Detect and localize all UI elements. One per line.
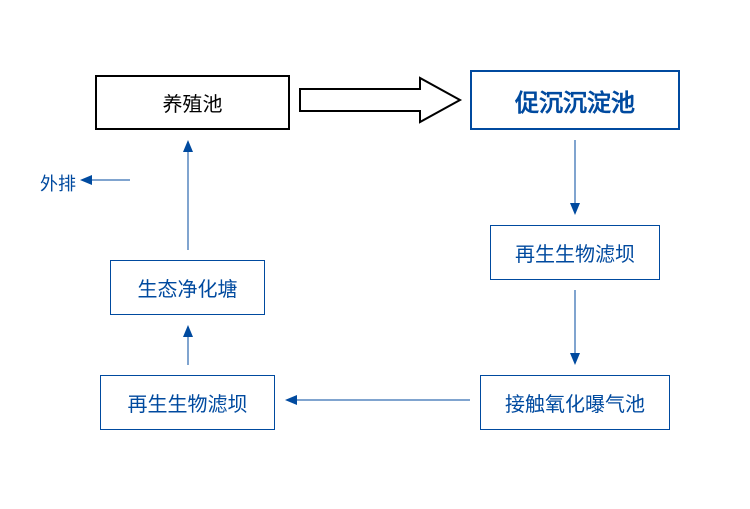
arrow — [183, 140, 193, 250]
arrow — [285, 395, 470, 405]
arrow — [570, 140, 580, 215]
arrow — [80, 175, 130, 185]
big-arrow — [300, 78, 460, 122]
arrow — [570, 290, 580, 365]
arrows-layer — [0, 0, 750, 509]
arrow — [183, 325, 193, 365]
